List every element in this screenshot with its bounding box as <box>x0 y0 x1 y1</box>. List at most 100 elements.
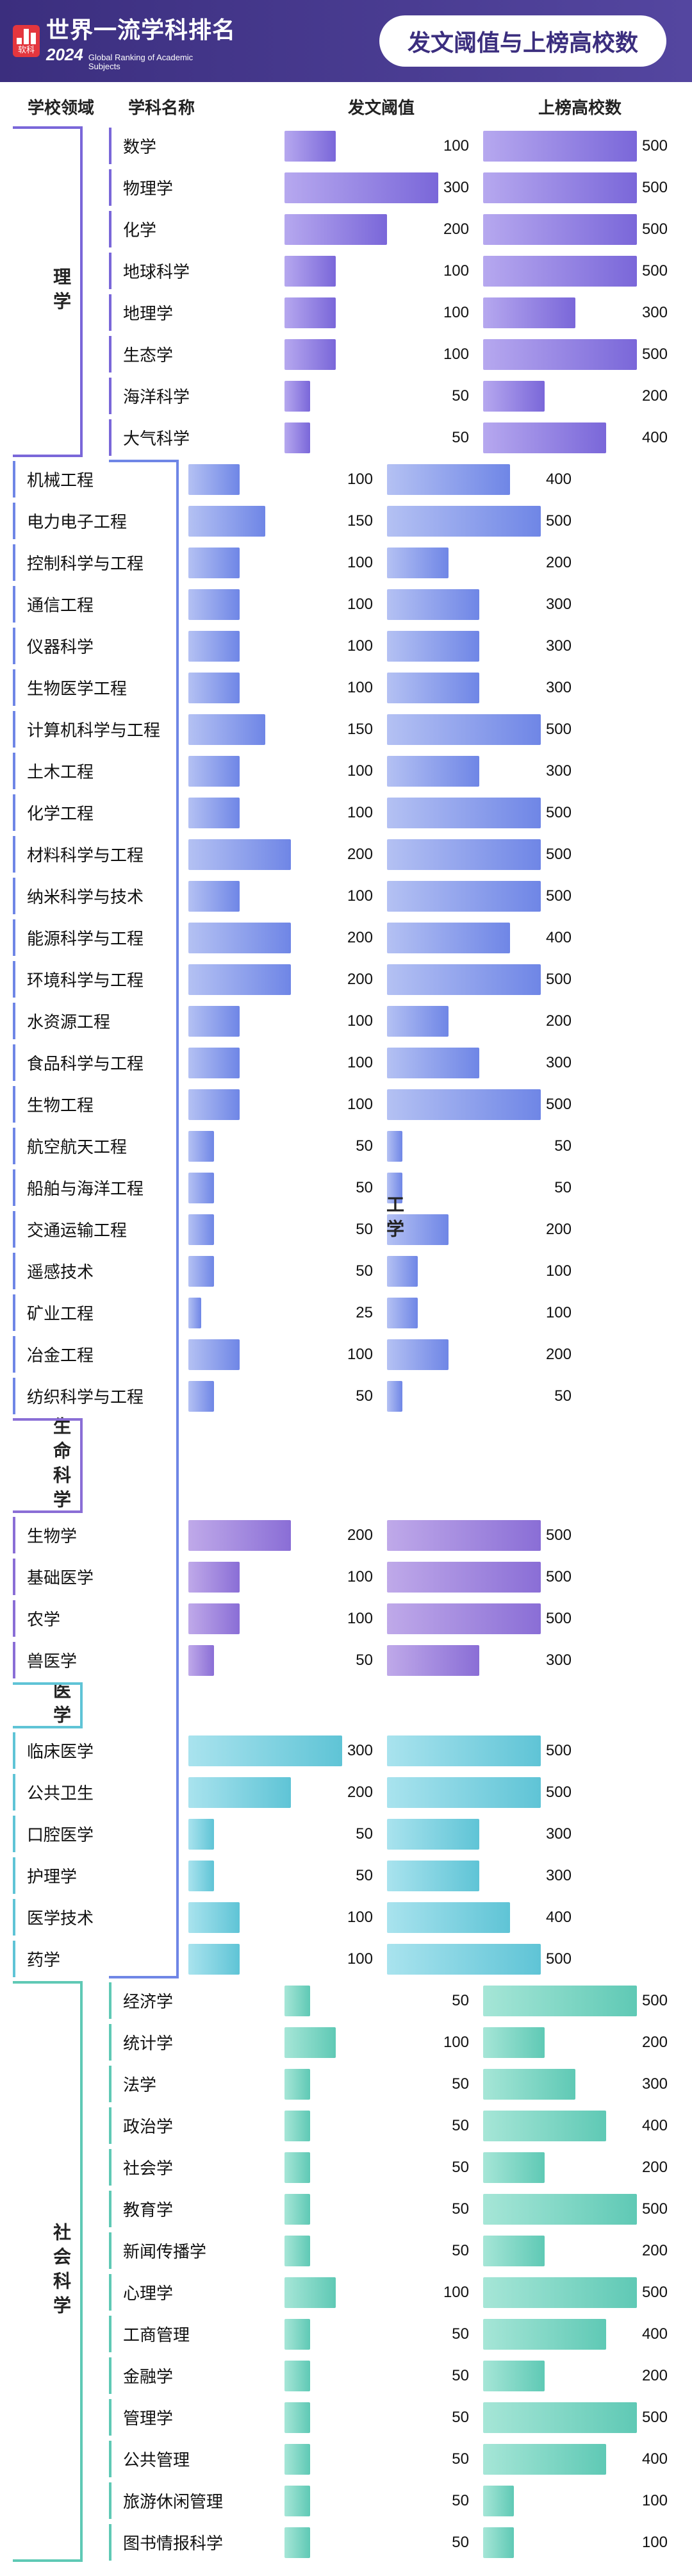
subject-label: 经济学 <box>109 1980 282 2021</box>
domain-label: 理学 <box>48 267 74 316</box>
subject-label: 药学 <box>13 1938 186 1980</box>
listed-value: 200 <box>545 2034 671 2052</box>
table-row: 图书情报科学50100 <box>109 2522 679 2563</box>
listed-value: 200 <box>545 2159 671 2177</box>
brand: 软科 世界一流学科排名 2024 Global Ranking of Acade… <box>13 12 236 71</box>
threshold-value: 100 <box>336 137 473 155</box>
subject-label: 新闻传播学 <box>109 2230 282 2271</box>
listed-value: 500 <box>637 2284 671 2302</box>
listed-cell: 500 <box>481 250 679 292</box>
subject-label: 化学工程 <box>13 792 186 833</box>
subject-label: 材料科学与工程 <box>13 833 186 875</box>
domain-label: 工学 <box>381 1195 407 1244</box>
table-row: 地理学100300 <box>109 292 679 333</box>
listed-cell: 400 <box>481 2313 679 2355</box>
threshold-cell: 50 <box>282 2438 481 2480</box>
threshold-cell: 50 <box>282 2230 481 2271</box>
subject-label: 临床医学 <box>13 1730 186 1771</box>
listed-cell: 300 <box>481 2063 679 2105</box>
table-row: 环境科学与工程200500 <box>13 958 109 1000</box>
listed-value: 500 <box>637 2409 671 2427</box>
listed-value: 500 <box>637 346 671 364</box>
table-row: 化学工程100500 <box>13 792 109 833</box>
threshold-cell: 50 <box>282 2480 481 2522</box>
domain-label: 生命科学 <box>48 1417 74 1514</box>
threshold-value: 100 <box>336 2284 473 2302</box>
threshold-value: 50 <box>310 2159 473 2177</box>
table-row: 冶金工程100200 <box>13 1334 109 1375</box>
threshold-value: 50 <box>310 2367 473 2385</box>
subject-label: 生物学 <box>13 1514 186 1556</box>
threshold-value: 50 <box>310 429 473 447</box>
listed-value: 400 <box>606 2450 671 2468</box>
table-row: 金融学 50 200 <box>109 2355 679 2396</box>
listed-value: 500 <box>637 262 671 280</box>
table-row: 机械工程100400 <box>13 458 109 500</box>
listed-cell: 500 <box>481 333 679 375</box>
rows-col: 经济学50500统计学100200法学50300政治学50400社会学50200… <box>109 1980 679 2563</box>
threshold-bar <box>284 2069 310 2100</box>
logo-text: 软科 <box>17 46 36 54</box>
listed-bar <box>483 2319 606 2350</box>
table-row: 医学技术100400 <box>13 1896 109 1938</box>
brand-year: 2024 <box>46 45 83 65</box>
domain-label: 医学 <box>48 1681 74 1730</box>
subject-label: 航空航天工程 <box>13 1125 186 1167</box>
listed-value: 500 <box>637 179 671 197</box>
table-row: 仪器科学100300 <box>13 625 109 667</box>
table-head: 学校领域 学科名称 发文阈值 上榜高校数 <box>0 82 692 125</box>
table-row: 旅游休闲管理50100 <box>109 2480 679 2522</box>
subject-label: 海洋科学 <box>109 375 282 417</box>
threshold-cell: 50 <box>282 2063 481 2105</box>
header-pill: 发文阈值与上榜高校数 <box>379 15 666 67</box>
table-row: 化学200500 <box>109 208 679 250</box>
listed-cell: 500 <box>481 167 679 208</box>
threshold-bar <box>284 297 336 328</box>
table-row: 公共卫生200500 <box>13 1771 109 1813</box>
table-row: 护理学50300 <box>13 1855 109 1896</box>
threshold-cell: 100 <box>282 292 481 333</box>
threshold-cell: 50 <box>282 417 481 458</box>
threshold-value: 100 <box>336 346 473 364</box>
listed-cell: 400 <box>481 417 679 458</box>
listed-bar <box>483 381 545 412</box>
subject-label: 教育学 <box>109 2188 282 2230</box>
listed-cell: 200 <box>481 2355 679 2396</box>
threshold-bar <box>284 214 387 245</box>
threshold-bar <box>284 2111 310 2141</box>
subject-label: 交通运输工程 <box>13 1209 186 1250</box>
subject-label: 医学技术 <box>13 1896 186 1938</box>
threshold-value: 50 <box>310 2450 473 2468</box>
threshold-cell: 50 <box>282 2105 481 2146</box>
threshold-value: 50 <box>310 1992 473 2010</box>
table-row: 矿业工程25100 <box>13 1292 109 1334</box>
listed-value: 200 <box>545 2242 671 2260</box>
table-row: 心理学100500 <box>109 2271 679 2313</box>
listed-bar <box>483 2402 637 2433</box>
table-row: 船舶与海洋工程5050 <box>13 1167 109 1209</box>
subject-label: 护理学 <box>13 1855 186 1896</box>
col-listed: 上榜高校数 <box>481 95 679 119</box>
subject-label: 生物医学工程 <box>13 667 186 708</box>
threshold-bar <box>284 381 310 412</box>
subject-label: 基础医学 <box>13 1556 186 1598</box>
threshold-bar <box>284 2361 310 2391</box>
listed-bar <box>483 214 637 245</box>
threshold-cell: 100 <box>282 250 481 292</box>
domain-label: 社会科学 <box>48 2223 74 2320</box>
listed-bar <box>483 422 606 453</box>
threshold-cell: 100 <box>282 2271 481 2313</box>
subject-label: 金融学 <box>109 2355 282 2396</box>
subject-label: 能源科学与工程 <box>13 917 186 958</box>
subject-label: 化学 <box>109 208 282 250</box>
col-subject: 学科名称 <box>109 95 282 119</box>
listed-bar <box>483 297 575 328</box>
table-row: 管理学50500 <box>109 2396 679 2438</box>
col-domain: 学校领域 <box>13 95 109 119</box>
subject-label: 社会学 <box>109 2146 282 2188</box>
threshold-bar <box>284 2527 310 2558</box>
subject-label: 水资源工程 <box>13 1000 186 1042</box>
table-row: 生物学200500 <box>13 1514 109 1556</box>
subject-label: 机械工程 <box>13 458 186 500</box>
listed-value: 100 <box>514 2534 671 2552</box>
